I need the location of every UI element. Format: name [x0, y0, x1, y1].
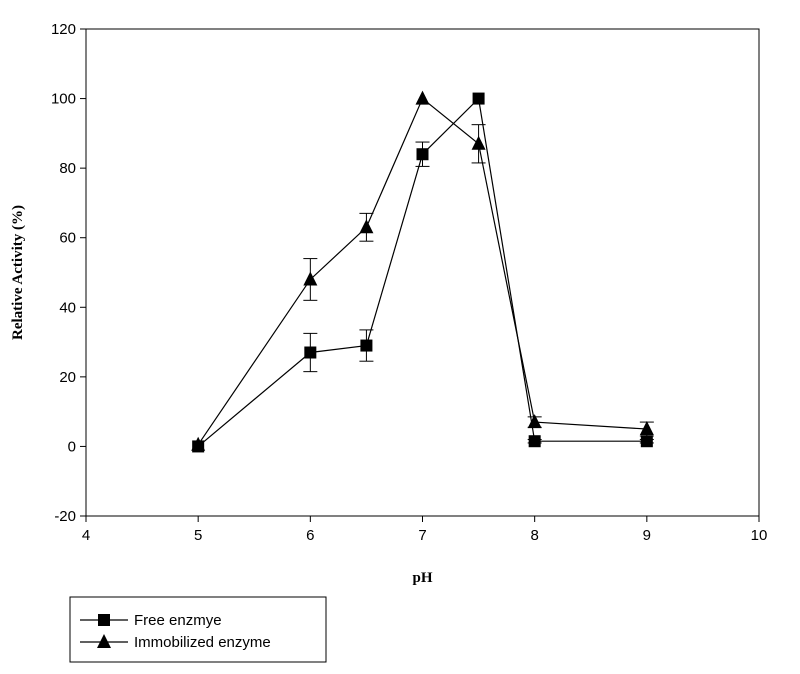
y-tick-label: 80	[59, 160, 76, 177]
x-tick-label: 10	[751, 527, 768, 544]
series-free-enzyme	[192, 92, 654, 453]
data-point	[471, 135, 486, 150]
x-tick-label: 8	[530, 527, 538, 544]
data-point	[639, 421, 654, 436]
y-tick-label: 0	[68, 438, 76, 455]
y-tick-label: 60	[59, 230, 76, 247]
x-tick-label: 5	[194, 527, 202, 544]
data-point	[528, 435, 541, 448]
series-layer	[191, 90, 654, 453]
data-point	[191, 436, 206, 451]
data-point	[304, 346, 317, 359]
legend-label: Free enzmye	[134, 612, 222, 629]
y-tick-label: 40	[59, 299, 76, 316]
data-point	[360, 339, 373, 352]
y-tick-label: 100	[51, 91, 76, 108]
legend-label: Immobilized enzyme	[134, 634, 271, 651]
legend-box	[69, 596, 327, 663]
data-point	[472, 92, 485, 105]
x-tick-label: 6	[306, 527, 314, 544]
legend-marker	[98, 614, 110, 626]
x-axis-title: pH	[412, 570, 432, 586]
series-immobilized-enzyme	[191, 90, 654, 451]
y-tick-label: -20	[54, 508, 76, 525]
x-tick-label: 9	[643, 527, 651, 544]
data-point	[527, 414, 542, 429]
y-axis: -20 0 20 40 60 80 100 120	[51, 21, 86, 525]
x-tick-label: 7	[418, 527, 426, 544]
legend-marker	[97, 634, 111, 648]
x-axis: 4 5 6 7 8 9 10	[82, 516, 768, 544]
x-tick-label: 4	[82, 527, 90, 544]
data-point	[416, 148, 429, 161]
y-axis-title: Relative Activity (%)	[10, 205, 26, 340]
data-point	[303, 271, 318, 286]
y-tick-label: 20	[59, 369, 76, 386]
data-point	[415, 90, 430, 105]
legend: Free enzmye Immobilized enzyme	[69, 596, 327, 663]
y-tick-label: 120	[51, 21, 76, 38]
data-point	[359, 219, 374, 234]
data-point	[640, 435, 653, 448]
